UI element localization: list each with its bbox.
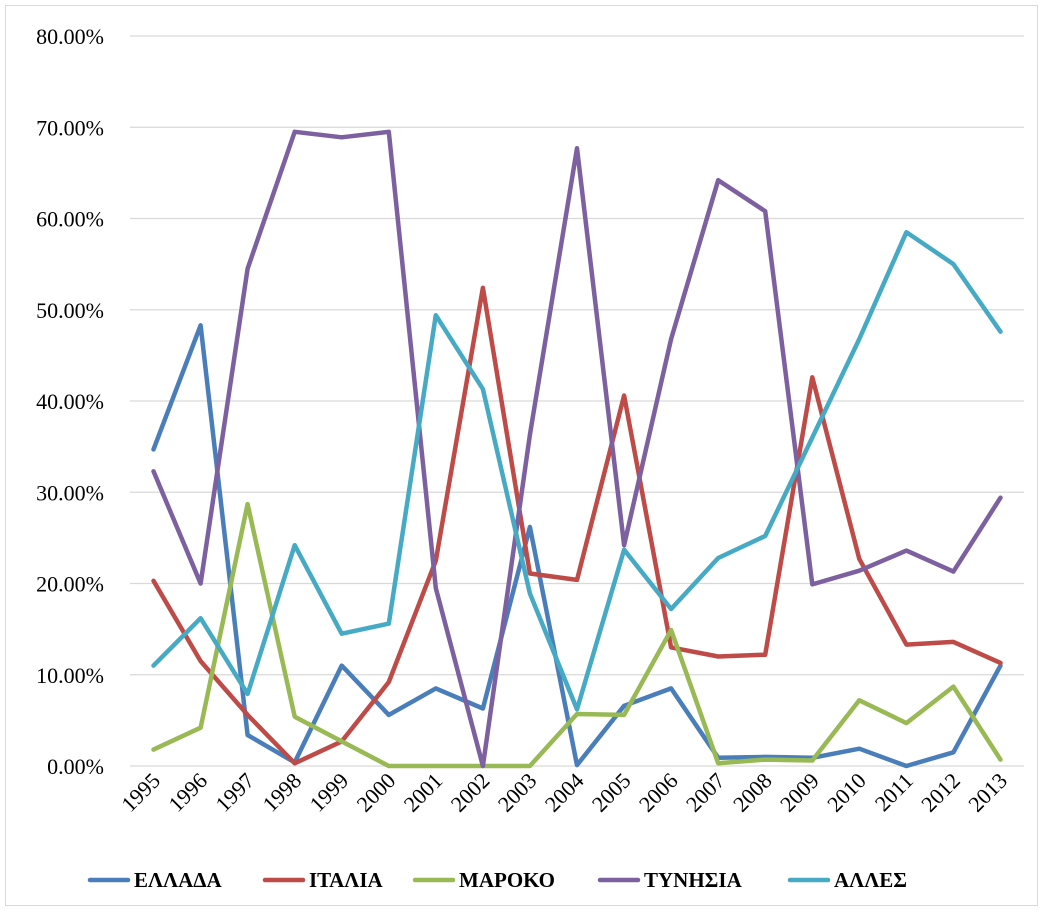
x-axis-ticks: 1995199619971998199920002001200220032004… xyxy=(116,768,1012,817)
legend-label: ΜΑΡΟΚΟ xyxy=(459,868,555,892)
x-tick-label: 2013 xyxy=(963,768,1012,817)
y-tick-label: 10.00% xyxy=(36,663,104,688)
legend-item: ΙΤΑΛΙΑ xyxy=(262,868,384,892)
y-tick-label: 30.00% xyxy=(36,480,104,505)
x-tick-label: 2003 xyxy=(493,768,542,817)
grid-lines xyxy=(130,35,1024,767)
y-tick-label: 0.00% xyxy=(47,754,104,779)
series-lines xyxy=(151,129,1003,769)
x-tick-label: 2005 xyxy=(587,768,636,817)
legend-label: ΤΥΝΗΣΙΑ xyxy=(644,868,743,892)
y-tick-label: 50.00% xyxy=(36,298,104,323)
y-tick-label: 60.00% xyxy=(36,207,104,232)
x-tick-label: 1998 xyxy=(257,768,306,817)
x-tick-label: 1995 xyxy=(116,768,165,817)
y-tick-label: 80.00% xyxy=(36,24,104,49)
x-tick-label: 2006 xyxy=(634,768,683,817)
legend-item: ΕΛΛΑΔΑ xyxy=(87,868,222,892)
series-line-2 xyxy=(151,285,1003,766)
legend-item: ΤΥΝΗΣΙΑ xyxy=(597,868,743,892)
x-tick-label: 2008 xyxy=(728,768,777,817)
y-tick-label: 20.00% xyxy=(36,572,104,597)
series-line-5 xyxy=(151,229,1003,712)
series-line-3 xyxy=(151,501,1003,769)
legend-label: ΙΤΑΛΙΑ xyxy=(309,868,384,892)
legend-item: ΜΑΡΟΚΟ xyxy=(412,868,555,892)
x-tick-label: 2009 xyxy=(775,768,824,817)
x-tick-label: 1997 xyxy=(210,768,259,817)
legend-item: ΑΛΛΕΣ xyxy=(787,868,907,892)
series-line-4 xyxy=(151,129,1003,769)
y-tick-label: 70.00% xyxy=(36,115,104,140)
y-axis-ticks: 0.00% 10.00% 20.00% 30.00% 40.00% 50.00% 60.00… xyxy=(36,24,104,779)
x-tick-label: 2001 xyxy=(399,768,448,817)
chart-frame xyxy=(5,5,1038,906)
legend-label: ΑΛΛΕΣ xyxy=(834,868,907,892)
x-tick-label: 2012 xyxy=(916,768,965,817)
x-tick-label: 1999 xyxy=(304,768,353,817)
x-tick-label: 2007 xyxy=(681,768,730,817)
legend-label: ΕΛΛΑΔΑ xyxy=(134,868,222,892)
x-tick-label: 2000 xyxy=(352,768,401,817)
x-tick-label: 2011 xyxy=(870,768,918,816)
x-tick-label: 2002 xyxy=(446,768,495,817)
x-tick-label: 2004 xyxy=(540,768,589,817)
x-tick-label: 1996 xyxy=(163,768,212,817)
series-line-1 xyxy=(151,323,1003,769)
x-tick-label: 2010 xyxy=(822,768,871,817)
legend: ΕΛΛΑΔΑ ΙΤΑΛΙΑ ΜΑΡΟΚΟ ΤΥΝΗΣΙΑ ΑΛΛΕΣ xyxy=(87,868,907,892)
y-tick-label: 40.00% xyxy=(36,389,104,414)
